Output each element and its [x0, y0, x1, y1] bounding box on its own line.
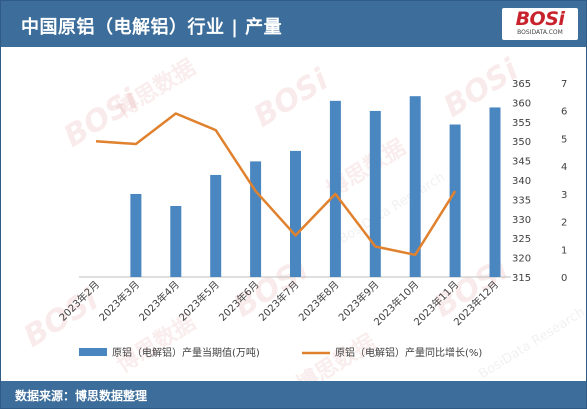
- bar: [290, 150, 301, 277]
- page-title: 中国原铝（电解铝）行业 | 产量: [21, 17, 283, 38]
- y-left-tick-label: 365: [512, 79, 531, 90]
- x-tick-label: 2023年9月: [336, 278, 382, 324]
- bar: [210, 174, 222, 277]
- bar: [489, 107, 501, 277]
- chart-area: 3153203253303353403453503553603650123456…: [56, 79, 567, 359]
- bar: [130, 193, 142, 277]
- bar: [369, 110, 381, 277]
- y-right-tick-label: 1: [561, 245, 567, 256]
- bar: [449, 124, 461, 278]
- y-right-tick-label: 4: [561, 162, 567, 173]
- y-right-tick-label: 2: [561, 218, 567, 229]
- bar: [329, 100, 341, 278]
- x-tick-label: 2023年5月: [176, 278, 222, 324]
- y-right-tick-label: 5: [561, 134, 567, 145]
- bar: [250, 161, 262, 277]
- y-left-tick-label: 325: [512, 234, 531, 245]
- y-left-tick-label: 350: [512, 137, 531, 148]
- data-source: 数据来源：博思数据整理: [15, 389, 148, 403]
- brand-logo: BOSi BOSIDATA.COM: [502, 8, 578, 40]
- x-tick-label: 2023年3月: [96, 278, 142, 324]
- y-right-tick-label: 3: [561, 190, 567, 201]
- brand-logo-text: BOSi: [515, 8, 565, 30]
- bar: [409, 96, 421, 277]
- footer-bar: 数据来源：博思数据整理: [1, 381, 586, 408]
- y-left-tick-label: 315: [512, 273, 531, 284]
- legend-swatch-bar: [79, 348, 107, 356]
- y-left-tick-label: 330: [512, 215, 531, 226]
- bar: [170, 205, 182, 277]
- legend-label-bar: 原铝（电解铝）产量当期值(万吨): [112, 346, 260, 359]
- y-right-tick-label: 6: [561, 107, 567, 118]
- y-left-tick-label: 320: [512, 254, 531, 265]
- header-bar: 中国原铝（电解铝）行业 | 产量 BOSi BOSIDATA.COM: [1, 1, 586, 47]
- y-left-tick-label: 345: [512, 157, 531, 168]
- line-series: [95, 112, 457, 257]
- brand-logo-subtext: BOSIDATA.COM: [517, 29, 563, 36]
- y-left-tick-label: 340: [512, 176, 531, 187]
- legend-label-line: 原铝（电解铝）产量同比增长(%): [335, 346, 482, 359]
- x-tick-label: 2023年2月: [56, 278, 102, 324]
- y-left-tick-label: 360: [512, 98, 531, 109]
- y-right-tick-label: 7: [561, 79, 567, 90]
- y-left-tick-label: 355: [512, 118, 531, 129]
- x-tick-label: 2023年6月: [216, 278, 262, 324]
- x-tick-label: 2023年4月: [136, 278, 182, 324]
- x-tick-label: 2023年8月: [296, 278, 342, 324]
- x-tick-label: 2023年7月: [256, 278, 302, 324]
- y-right-tick-label: 0: [561, 273, 567, 284]
- y-left-tick-label: 335: [512, 195, 531, 206]
